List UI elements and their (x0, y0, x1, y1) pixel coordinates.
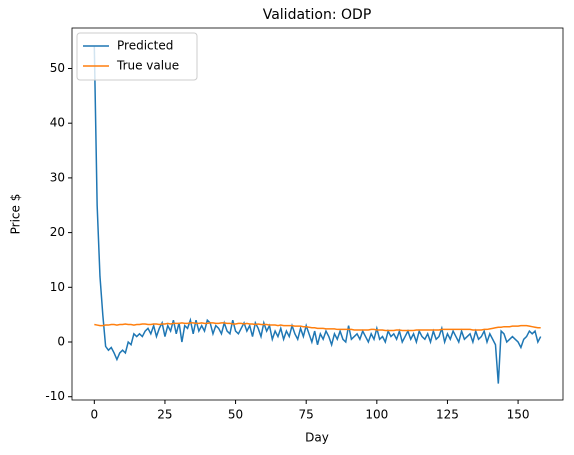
y-tick-label: 10 (50, 280, 65, 294)
x-tick-label: 150 (507, 408, 530, 422)
y-tick-label: -10 (45, 389, 65, 403)
line-series (93, 46, 542, 384)
chart-title: Validation: ODP (263, 7, 372, 23)
x-tick-label: 0 (90, 408, 98, 422)
x-axis-label: Day (305, 431, 329, 445)
y-tick-label: 30 (50, 170, 65, 184)
x-tick-label: 75 (299, 408, 314, 422)
y-tick-label: 20 (50, 225, 65, 239)
legend-frame (76, 32, 198, 81)
x-tick-label: 25 (157, 408, 172, 422)
y-tick-label: 50 (50, 61, 65, 75)
y-tick-label: 0 (57, 335, 65, 349)
x-tick-label: 50 (228, 408, 243, 422)
y-tick-label: 40 (50, 116, 65, 130)
x-tick-label: 125 (436, 408, 459, 422)
x-tick-label: 100 (365, 408, 388, 422)
legend-label: True value (116, 59, 179, 73)
y-axis-label: Price $ (9, 194, 23, 235)
legend-label: Predicted (117, 39, 173, 53)
plot-frame (71, 27, 564, 401)
line-series (94, 322, 541, 332)
